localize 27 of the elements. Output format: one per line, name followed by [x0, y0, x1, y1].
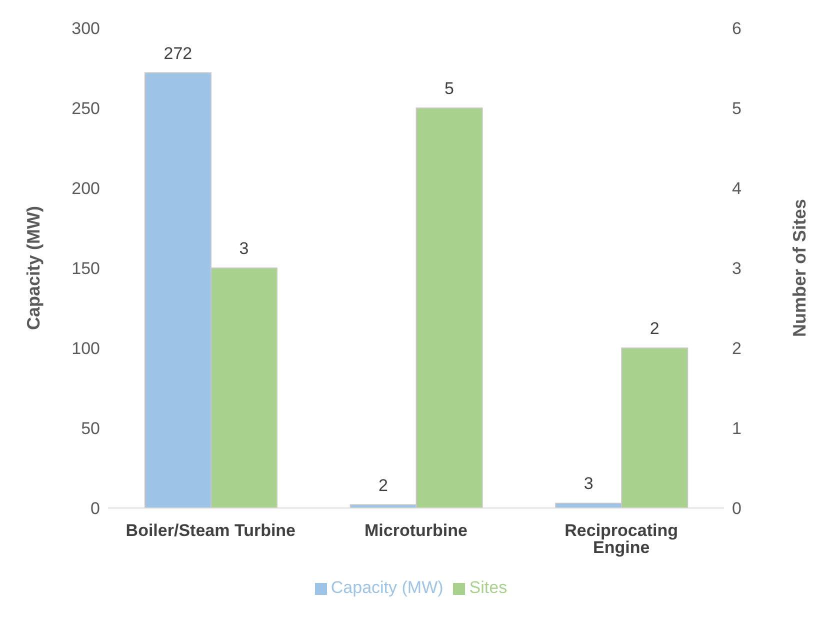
legend-label: Sites	[469, 578, 508, 597]
y-tick-label: 100	[72, 339, 100, 358]
data-label: 3	[239, 239, 249, 258]
y2-tick-label: 3	[732, 259, 742, 278]
x-tick-label: Reciprocating Engine	[564, 521, 678, 558]
y-tick-label: 200	[72, 179, 100, 198]
data-label: 5	[444, 79, 454, 98]
y-tick-label: 50	[81, 419, 100, 438]
legend-label: Capacity (MW)	[330, 578, 444, 597]
y2-tick-label: 6	[732, 19, 742, 38]
y2-tick-label: 0	[732, 499, 742, 518]
x-tick-label: Microturbine	[364, 521, 468, 540]
y-tick-label: 250	[72, 99, 100, 118]
y2-axis-title: Number of Sites	[789, 198, 810, 338]
y-tick-label: 0	[90, 499, 100, 518]
x-tick-label: Boiler/Steam Turbine	[126, 521, 296, 540]
data-label: 2	[650, 319, 660, 338]
data-label: 2	[378, 476, 388, 495]
y-axis-title: Capacity (MW)	[23, 206, 44, 330]
y2-tick-label: 5	[732, 99, 742, 118]
y-tick-label: 150	[72, 259, 100, 278]
y2-tick-label: 2	[732, 339, 742, 358]
y-tick-label: 300	[72, 19, 100, 38]
data-label: 3	[584, 474, 594, 494]
y2-tick-label: 4	[732, 179, 742, 198]
y2-tick-label: 1	[732, 419, 742, 438]
data-label: 272	[164, 44, 192, 63]
